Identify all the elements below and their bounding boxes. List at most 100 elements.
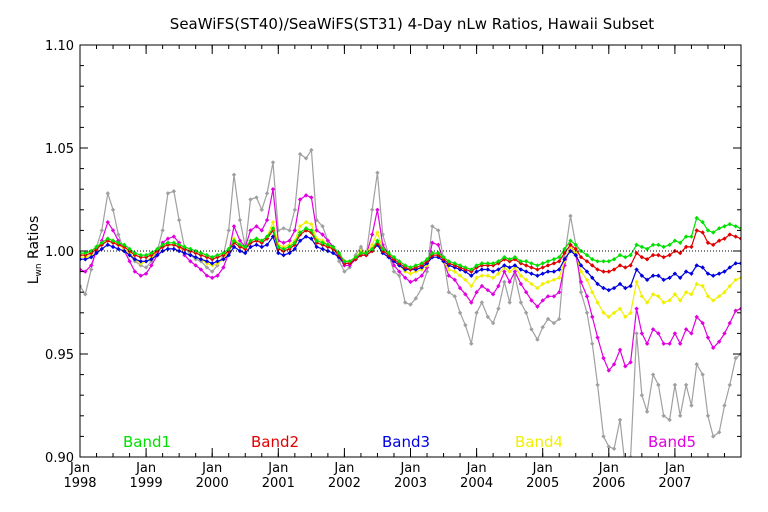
data-point (545, 263, 551, 268)
data-point (716, 430, 722, 435)
data-point (105, 236, 110, 241)
data-point (535, 267, 540, 272)
data-point (644, 246, 650, 252)
data-point (711, 273, 716, 278)
data-point (529, 298, 534, 303)
data-point (507, 300, 512, 305)
data-point (661, 254, 666, 260)
data-point (545, 294, 551, 299)
data-point (727, 382, 732, 388)
data-point (683, 327, 689, 332)
data-point (143, 271, 149, 276)
data-point (358, 250, 364, 256)
data-point (601, 434, 606, 439)
data-point (132, 257, 138, 262)
data-point (143, 252, 149, 258)
data-point (474, 310, 479, 315)
data-point (237, 242, 243, 248)
data-point (705, 271, 711, 276)
data-point (689, 331, 694, 336)
data-point (248, 197, 253, 202)
data-point (601, 355, 606, 361)
data-point (408, 302, 413, 307)
data-point (364, 250, 369, 256)
data-point (204, 259, 210, 264)
x-tick-year: 2004 (460, 476, 493, 491)
data-point (314, 228, 319, 233)
x-tick-year: 1999 (130, 476, 163, 491)
data-point (700, 219, 705, 225)
data-point (149, 250, 154, 256)
data-point (661, 244, 666, 250)
x-tick-year: 2000 (196, 476, 229, 491)
data-point (436, 242, 441, 248)
data-point (413, 296, 418, 301)
series-band1 (80, 215, 741, 272)
data-point (452, 261, 457, 266)
data-point (661, 413, 666, 418)
data-point (694, 263, 699, 268)
data-point (590, 314, 595, 320)
data-point (198, 250, 204, 256)
data-point (204, 265, 210, 270)
data-point (132, 269, 138, 274)
data-point (656, 294, 661, 299)
data-point (116, 246, 121, 252)
data-point (143, 265, 149, 270)
data-point (584, 294, 590, 299)
data-point (700, 372, 705, 377)
data-point (545, 279, 551, 285)
data-point (110, 207, 116, 212)
data-point (165, 246, 171, 252)
data-point (617, 347, 623, 353)
data-point (309, 236, 314, 241)
data-point (611, 267, 617, 272)
data-point (281, 240, 286, 245)
data-point (540, 325, 545, 330)
data-point (650, 327, 656, 332)
data-point (628, 283, 633, 289)
data-point (413, 277, 418, 283)
data-point (551, 257, 557, 262)
data-point (122, 242, 127, 248)
data-point (523, 290, 529, 295)
data-point (628, 360, 633, 365)
data-point (303, 234, 309, 239)
data-point (738, 261, 741, 266)
data-point (568, 213, 573, 219)
data-point (545, 259, 551, 264)
data-point (380, 246, 385, 252)
data-point (132, 250, 138, 256)
data-point (446, 290, 452, 295)
data-point (677, 250, 683, 256)
data-point (727, 283, 732, 289)
data-point (535, 304, 540, 309)
legend-band2: Band2 (251, 433, 299, 451)
data-point (210, 269, 215, 274)
data-point (303, 219, 309, 225)
data-point (127, 259, 132, 264)
data-point (264, 234, 270, 239)
data-point (540, 265, 545, 270)
data-point (595, 281, 600, 287)
data-point (523, 310, 529, 315)
data-point (644, 409, 650, 414)
data-point (204, 273, 210, 278)
data-point (611, 257, 617, 262)
data-point (601, 259, 606, 264)
data-point (490, 320, 496, 326)
data-point (182, 250, 187, 256)
data-point (303, 193, 309, 198)
data-point (138, 273, 144, 278)
data-point (369, 207, 375, 212)
data-point (80, 267, 83, 272)
data-point (176, 242, 182, 248)
data-point (584, 269, 590, 274)
data-point (287, 238, 292, 243)
data-point (590, 263, 595, 268)
data-point (595, 300, 600, 305)
data-point (496, 283, 501, 289)
x-tick-year: 2007 (658, 476, 691, 491)
data-point (342, 259, 347, 264)
data-point (733, 224, 738, 229)
